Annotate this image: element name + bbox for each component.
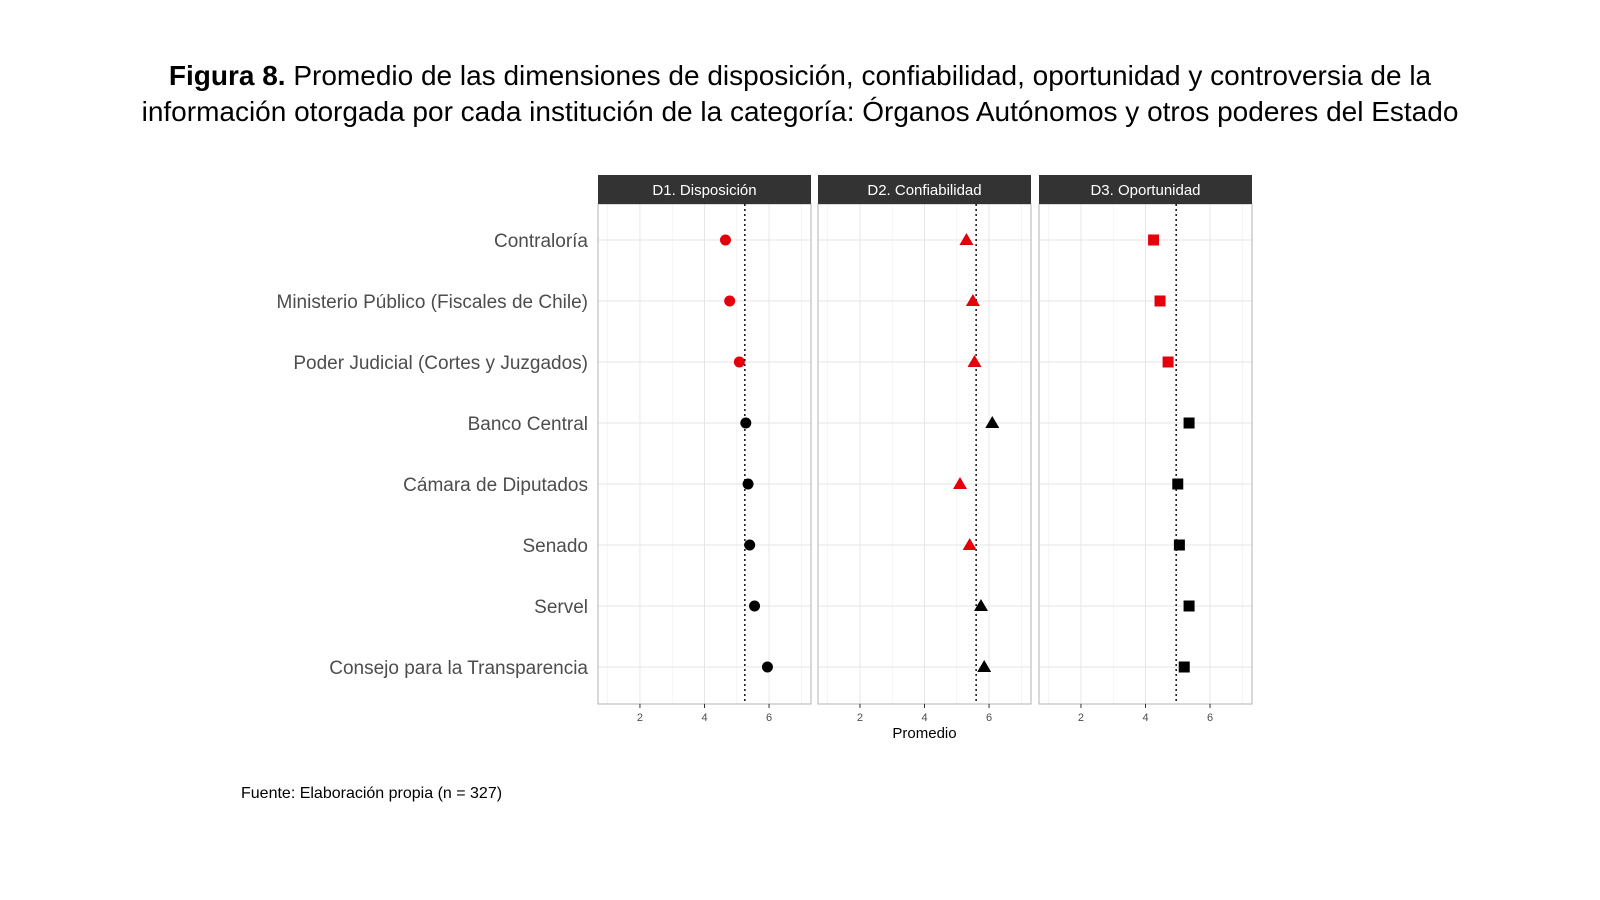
x-tick-label: 6	[986, 712, 992, 724]
facet-panel-1: D1. Disposición 2 4 6	[597, 175, 812, 724]
facet-strip-label: D3. Oportunidad	[1090, 182, 1200, 199]
y-tick-label: Ministerio Público (Fiscales de Chile)	[277, 292, 589, 313]
x-axis-label: Promedio	[892, 725, 956, 742]
facet-strip-label: D1. Disposición	[652, 182, 756, 199]
y-tick-label: Servel	[534, 597, 588, 618]
y-tick-label: Banco Central	[468, 414, 588, 435]
facet-strip	[1039, 175, 1252, 204]
data-point	[973, 599, 988, 611]
data-point	[965, 294, 980, 306]
data-point	[740, 417, 752, 429]
data-point	[1148, 234, 1160, 246]
x-tick-label: 6	[1207, 712, 1213, 724]
x-tick-label: 4	[1142, 712, 1148, 724]
y-tick-label: Cámara de Diputados	[403, 475, 588, 496]
data-point	[967, 355, 982, 367]
data-point	[1183, 600, 1195, 612]
data-point	[1173, 539, 1185, 551]
data-point	[962, 538, 977, 550]
facet-strip-label: D2. Confiabilidad	[867, 182, 981, 199]
data-point	[749, 600, 761, 612]
figure-label: Figura 8.	[168, 60, 286, 91]
y-tick-label: Senado	[522, 536, 588, 557]
figure-title: Figura 8. Promedio de las dimensiones de…	[0, 58, 1600, 130]
data-point	[1178, 661, 1190, 673]
data-point	[1154, 295, 1166, 307]
y-tick-label: Consejo para la Transparencia	[329, 658, 588, 679]
data-point	[985, 416, 1000, 428]
data-point	[742, 478, 754, 490]
figure-title-line1: Promedio de las dimensiones de disposici…	[293, 60, 1432, 91]
data-point	[977, 660, 992, 672]
y-tick-label: Contraloría	[494, 231, 588, 252]
data-point	[1172, 478, 1184, 490]
facet-strip	[598, 175, 811, 204]
data-point	[761, 661, 773, 673]
x-tick-label: 4	[921, 712, 927, 724]
x-tick-label: 6	[766, 712, 772, 724]
data-point	[719, 234, 731, 246]
x-tick-label: 4	[701, 712, 707, 724]
data-point	[744, 539, 756, 551]
y-tick-label: Poder Judicial (Cortes y Juzgados)	[293, 353, 588, 374]
facet-panel-2: D2. Confiabilidad 2 4 6	[817, 175, 1032, 724]
x-tick-label: 2	[857, 712, 863, 724]
facet-strip	[818, 175, 1031, 204]
data-point	[959, 233, 974, 245]
facet-panel-3: D3. Oportunidad 2 4 6	[1038, 175, 1253, 724]
data-point	[733, 356, 745, 368]
source-note: Fuente: Elaboración propia (n = 327)	[241, 785, 503, 802]
data-point	[1183, 417, 1195, 429]
data-point	[1162, 356, 1174, 368]
figure-title-line2: información otorgada por cada institució…	[141, 96, 1459, 127]
x-tick-label: 2	[637, 712, 643, 724]
data-point	[953, 477, 967, 489]
data-point	[724, 295, 736, 307]
x-tick-label: 2	[1078, 712, 1084, 724]
